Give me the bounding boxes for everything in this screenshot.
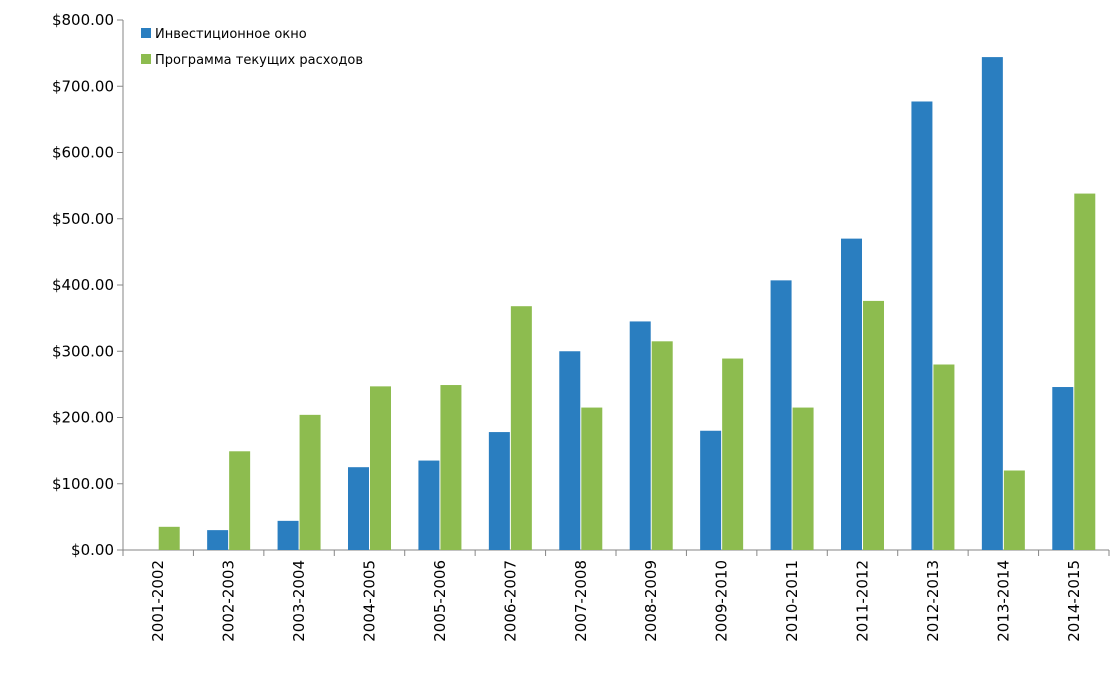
x-tick-label: 2009-2010	[713, 560, 731, 642]
legend: Инвестиционное окно Программа текущих рас…	[141, 27, 363, 68]
bar-series-1	[348, 467, 369, 550]
x-tick-label: 2011-2012	[854, 560, 872, 642]
x-tick-label: 2006-2007	[501, 560, 519, 642]
bar-series-2	[158, 526, 180, 550]
x-tick-label: 2004-2005	[361, 560, 379, 642]
bar-series-2	[510, 306, 532, 550]
bar-series-2	[299, 414, 321, 550]
bar-series-1	[841, 238, 862, 550]
y-tick-label: $200.00	[52, 409, 114, 427]
x-tick-label: 2010-2011	[783, 560, 801, 642]
bars	[158, 57, 1096, 551]
bar-series-1	[981, 57, 1003, 550]
bar-series-1	[277, 520, 299, 550]
y-axis: $0.00 $100.00 $200.00 $300.00 $400.00 $500.00…	[52, 11, 124, 559]
bar-series-1	[911, 101, 933, 551]
bar-series-1	[700, 430, 722, 550]
y-tick-label: $700.00	[52, 77, 114, 95]
y-tick-label: $300.00	[52, 342, 114, 360]
bar-series-2	[722, 358, 744, 550]
bar-series-2	[581, 407, 603, 550]
x-tick-label: 2007-2008	[572, 560, 590, 642]
x-tick-label: 2005-2006	[431, 560, 449, 642]
x-tick-label: 2003-2004	[290, 560, 308, 642]
bar-series-2	[792, 407, 814, 550]
bar-series-2	[229, 451, 251, 550]
y-tick-label: $800.00	[52, 11, 114, 29]
y-tick-label: $600.00	[52, 144, 114, 162]
legend-label: Программа текущих расходов	[155, 53, 363, 68]
legend-label: Инвестиционное окно	[155, 27, 307, 42]
x-tick-label: 2002-2003	[220, 560, 238, 642]
bar-series-2	[933, 364, 955, 550]
bar-series-2	[863, 300, 884, 550]
y-tick-label: $400.00	[52, 276, 114, 294]
bar-series-1	[629, 321, 651, 550]
bar-series-2	[1003, 470, 1025, 550]
bar-series-1	[207, 530, 229, 550]
bar-series-1	[559, 351, 581, 550]
legend-swatch	[141, 54, 151, 64]
bar-series-2	[440, 385, 462, 550]
y-tick-label: $0.00	[71, 541, 114, 559]
bar-series-2	[651, 341, 673, 550]
bar-series-1	[1052, 387, 1074, 550]
y-tick-label: $500.00	[52, 210, 114, 228]
x-tick-label: 2014-2015	[1065, 560, 1083, 642]
x-tick-label: 2001-2002	[149, 560, 167, 642]
y-tick-label: $100.00	[52, 475, 114, 493]
bar-series-1	[488, 432, 510, 550]
x-tick-label: 2012-2013	[924, 560, 942, 642]
bar-series-2	[370, 386, 391, 550]
bar-series-2	[1074, 193, 1096, 550]
bar-series-1	[418, 460, 440, 550]
bar-series-1	[770, 280, 792, 550]
legend-swatch	[141, 28, 151, 38]
x-tick-label: 2013-2014	[994, 560, 1012, 642]
x-tick-label: 2008-2009	[642, 560, 660, 642]
x-axis: 2001-2002 2002-2003 2003-2004 2004-2005 2005…	[122, 549, 1110, 642]
